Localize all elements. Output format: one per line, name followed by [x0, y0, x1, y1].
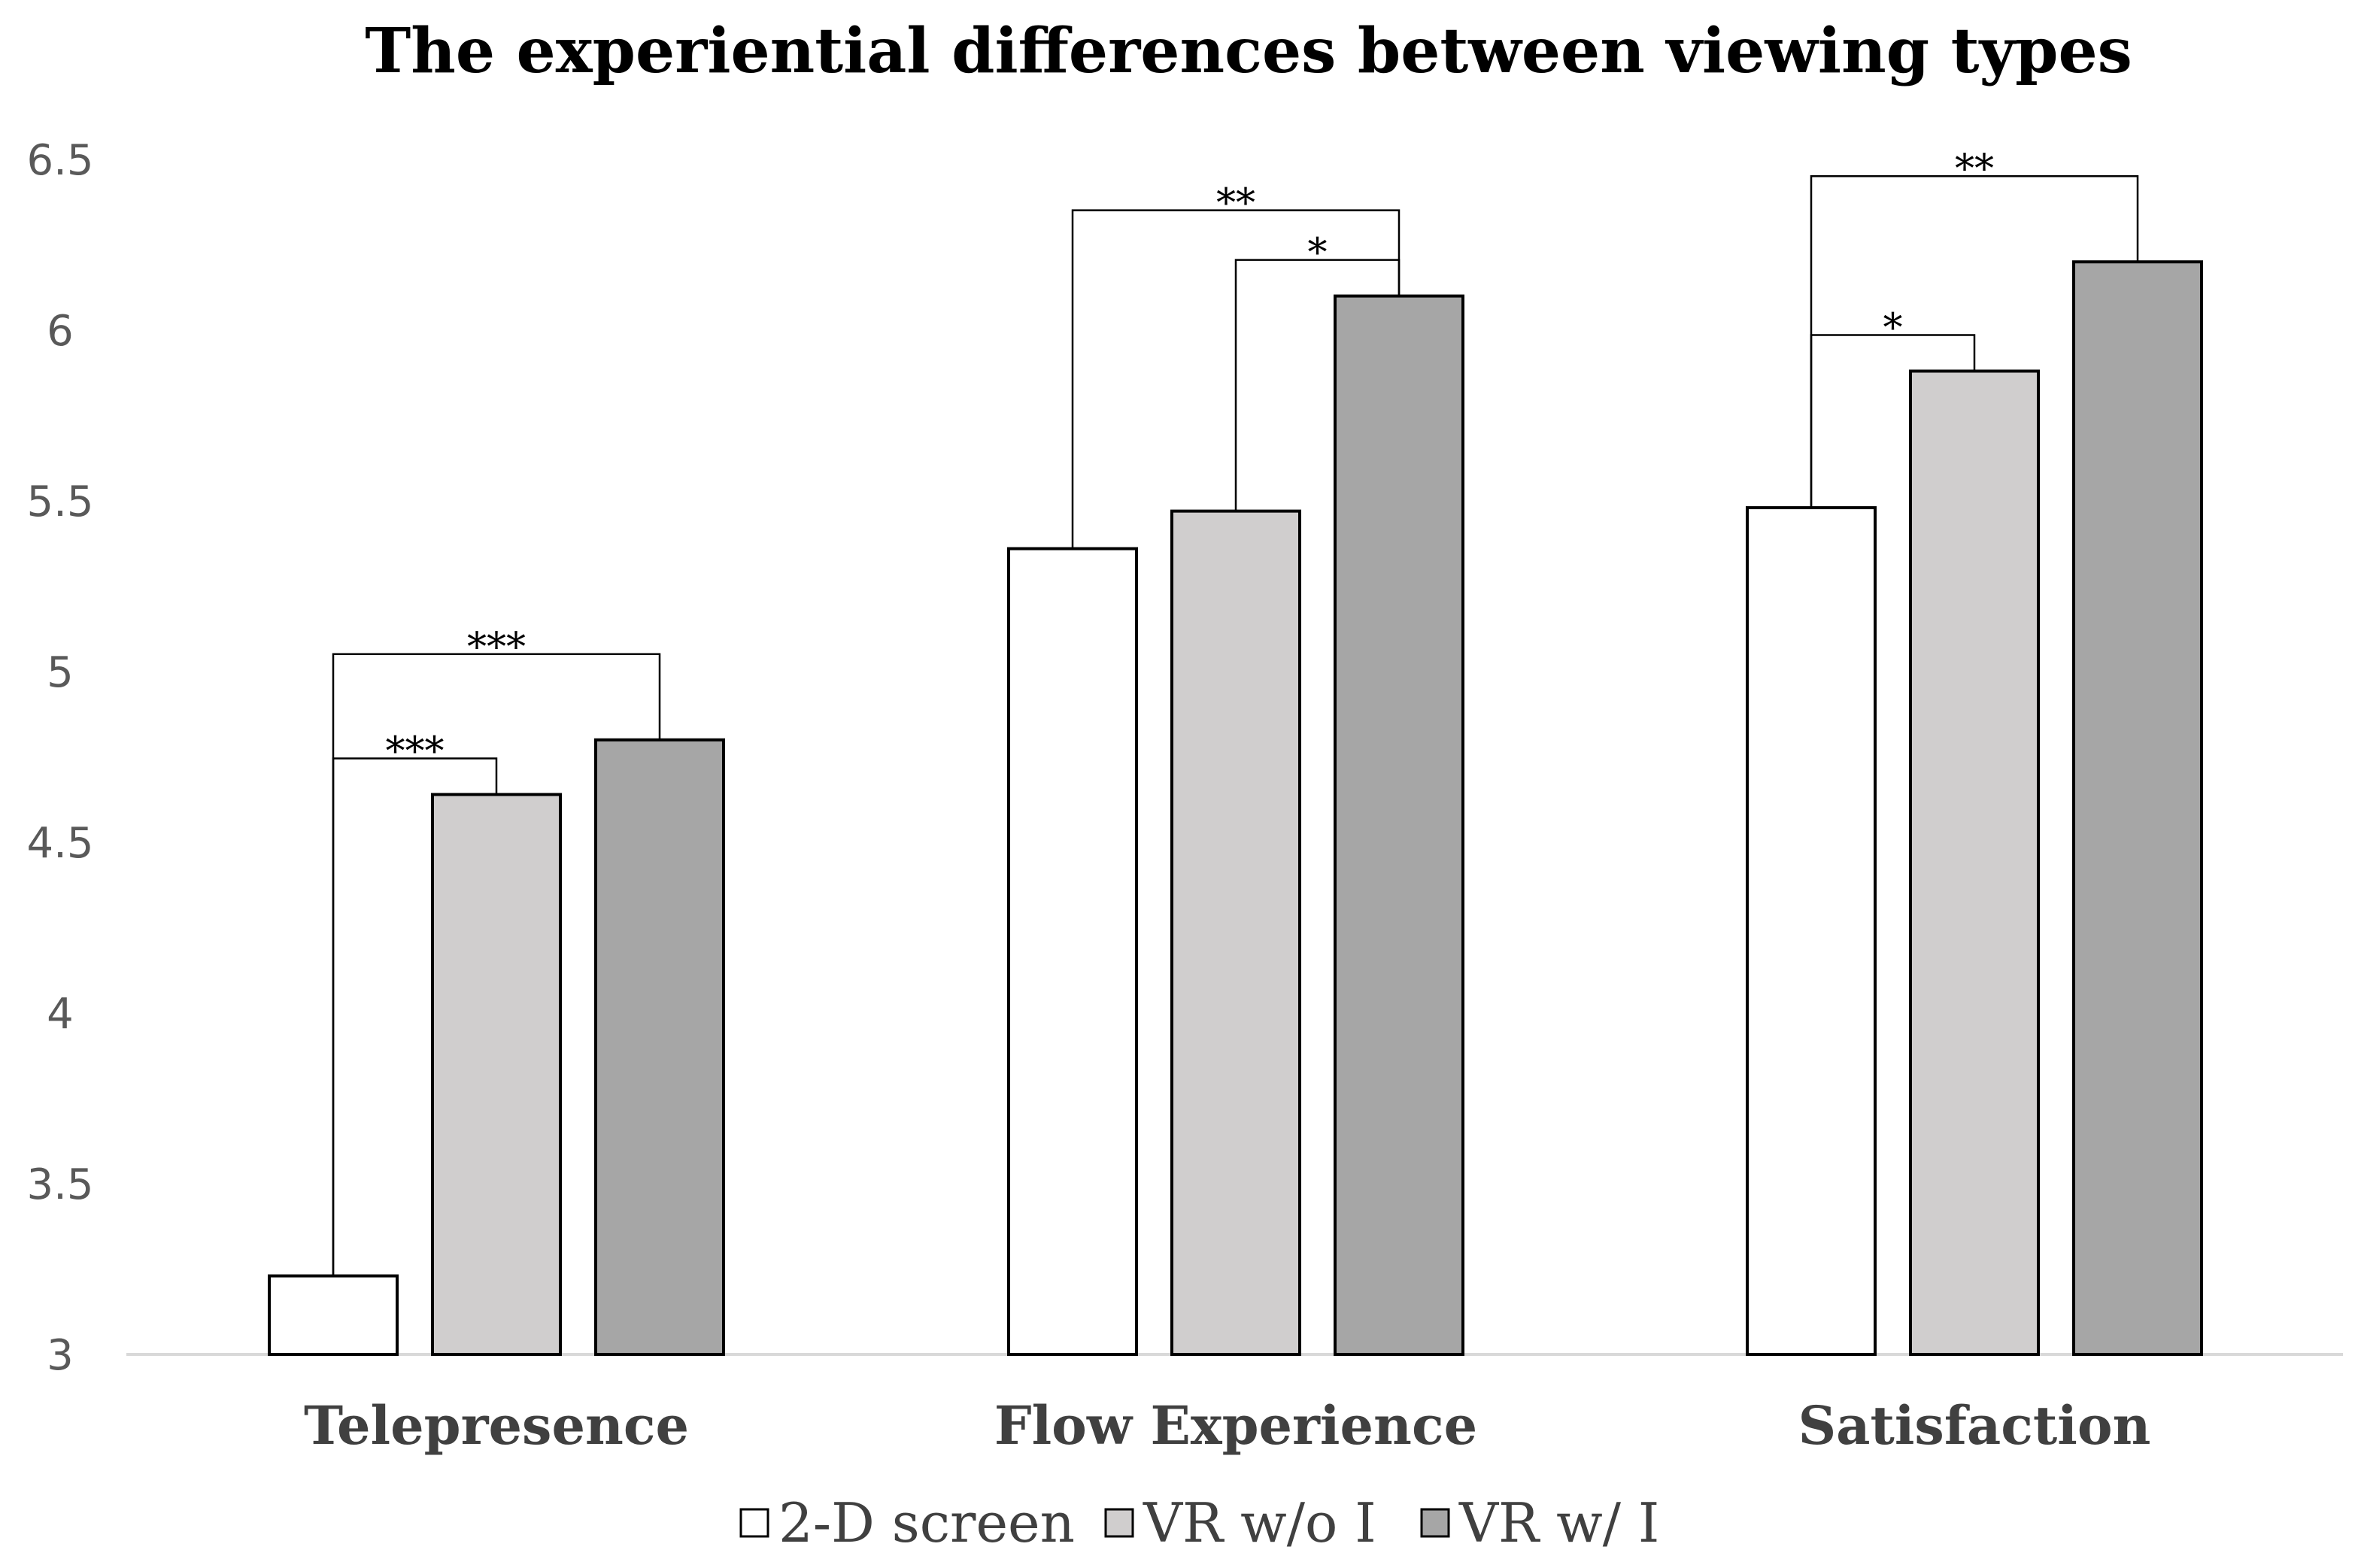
bar-telepresence-series-2 — [594, 738, 725, 1356]
significance-label: *** — [467, 625, 526, 670]
significance-label: * — [1883, 305, 1903, 350]
significance-label: ** — [1955, 147, 1994, 192]
bar-flow-experience-series-2 — [1334, 294, 1464, 1357]
y-tick-label: 3.5 — [26, 1160, 93, 1209]
y-tick-label: 5.5 — [26, 478, 93, 526]
x-axis: Telepresence Flow Experience Satisfaction — [304, 1394, 2150, 1457]
y-tick-label: 5 — [47, 648, 74, 697]
chart-title: The experiential differences between vie… — [365, 15, 2132, 87]
significance-label: ** — [1216, 181, 1255, 226]
significance-label: * — [1308, 231, 1328, 276]
x-category-label: Telepresence — [304, 1394, 689, 1457]
bar-telepresence-series-1 — [431, 793, 562, 1356]
significance-bracket — [1071, 209, 1401, 549]
legend-label: VR w/ I — [1458, 1491, 1659, 1554]
y-tick-label: 4 — [47, 990, 74, 1039]
x-category-label: Flow Experience — [994, 1394, 1477, 1457]
legend-label: 2-D screen — [778, 1491, 1075, 1554]
y-tick-label: 6 — [47, 307, 74, 356]
significance-bracket — [1810, 334, 1976, 508]
bar-satisfaction-series-1 — [1909, 369, 2040, 1357]
bar-telepresence-series-0 — [268, 1274, 399, 1356]
y-axis: 3 3.5 4 4.5 5 5.5 6 6.5 — [26, 136, 93, 1380]
significance-label: *** — [386, 729, 445, 774]
bar-flow-experience-series-1 — [1170, 509, 1301, 1356]
legend: 2-D screen VR w/o I VR w/ I — [739, 1491, 1659, 1554]
bar-satisfaction-series-2 — [2072, 260, 2203, 1357]
legend-label: VR w/o I — [1143, 1491, 1376, 1554]
legend-swatch — [1420, 1508, 1450, 1538]
bars — [268, 260, 2203, 1357]
y-tick-label: 6.5 — [26, 136, 93, 185]
significance-bracket — [1234, 259, 1401, 511]
x-category-label: Satisfaction — [1798, 1394, 2151, 1457]
y-tick-label: 3 — [47, 1331, 74, 1380]
bar-flow-experience-series-0 — [1007, 547, 1138, 1356]
legend-swatch — [1104, 1508, 1134, 1538]
bar-satisfaction-series-0 — [1746, 506, 1877, 1357]
significance-bracket — [332, 757, 498, 1276]
significance-brackets: ************ — [332, 147, 2139, 1276]
legend-swatch — [739, 1508, 769, 1538]
y-tick-label: 4.5 — [26, 819, 93, 868]
